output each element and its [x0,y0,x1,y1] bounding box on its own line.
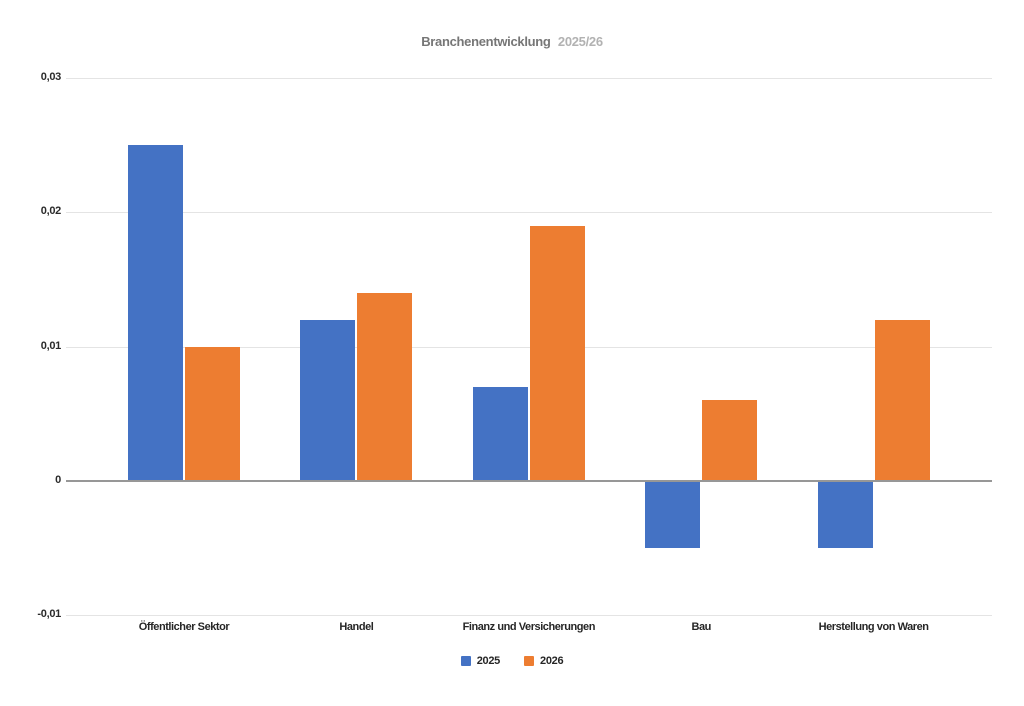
chart-title-suffix: 2025/26 [557,34,603,49]
y-tick-label: -0,01 [37,608,61,620]
y-tick-label: 0 [55,473,61,486]
chart-title-main: Branchenentwicklung [421,34,551,49]
category-label: Öffentlicher Sektor [138,621,230,633]
y-tick-label: 0,01 [40,339,62,352]
y-tick-label: 0,03 [40,71,62,83]
gridline [66,212,992,214]
gridline [66,346,992,348]
bar-2025 [300,319,356,481]
legend-swatch-icon [460,656,471,666]
y-tick-label: 0,02 [40,205,62,218]
legend-item-2025: 2025 [460,655,501,667]
bar-2026 [874,319,930,481]
category-label: Handel [339,621,374,633]
bar-2025 [817,480,873,548]
legend-label: 2026 [540,655,564,667]
bar-2026 [702,400,758,481]
gridline [66,615,992,616]
legend-swatch-icon [524,656,534,666]
bar-2026 [529,225,585,481]
category-label: Finanz und Versicherungen [462,621,596,633]
bar-2025 [645,480,701,548]
bar-2026 [185,346,240,481]
bar-2025 [128,145,183,481]
legend-item-2026: 2026 [524,655,564,667]
bar-2025 [472,386,528,481]
chart-title: Branchenentwicklung 2025/26 [0,34,1024,49]
zero-axis-line [66,479,992,482]
category-label: Herstellung von Waren [818,621,929,633]
gridline [66,78,992,79]
bar-2026 [357,292,413,481]
category-label: Bau [691,621,711,633]
legend-label: 2025 [476,655,501,667]
legend: 2025 2026 [0,655,1024,667]
